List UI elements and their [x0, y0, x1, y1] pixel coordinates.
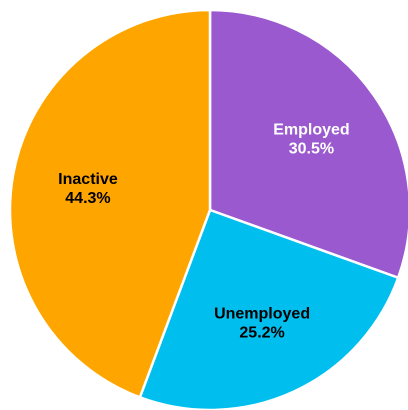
label-unemployed-category: Unemployed	[214, 306, 310, 323]
label-unemployed-value: 25.2%	[239, 325, 284, 342]
slice-unemployed	[138, 208, 400, 410]
pie-labels: Employed 30.5% Unemployed 25.2% Inactive 44.3…	[58, 122, 349, 342]
slice-employed	[208, 8, 408, 279]
label-unemployed: Unemployed 25.2%	[214, 306, 310, 342]
label-inactive: Inactive 44.3%	[58, 171, 118, 207]
label-employed-value: 30.5%	[289, 141, 334, 158]
pie-slices	[8, 8, 408, 410]
label-inactive-value: 44.3%	[65, 190, 110, 207]
slice-inactive	[8, 8, 212, 399]
label-employed: Employed 30.5%	[273, 122, 349, 158]
label-inactive-category: Inactive	[58, 171, 118, 188]
label-employed-category: Employed	[273, 122, 349, 139]
